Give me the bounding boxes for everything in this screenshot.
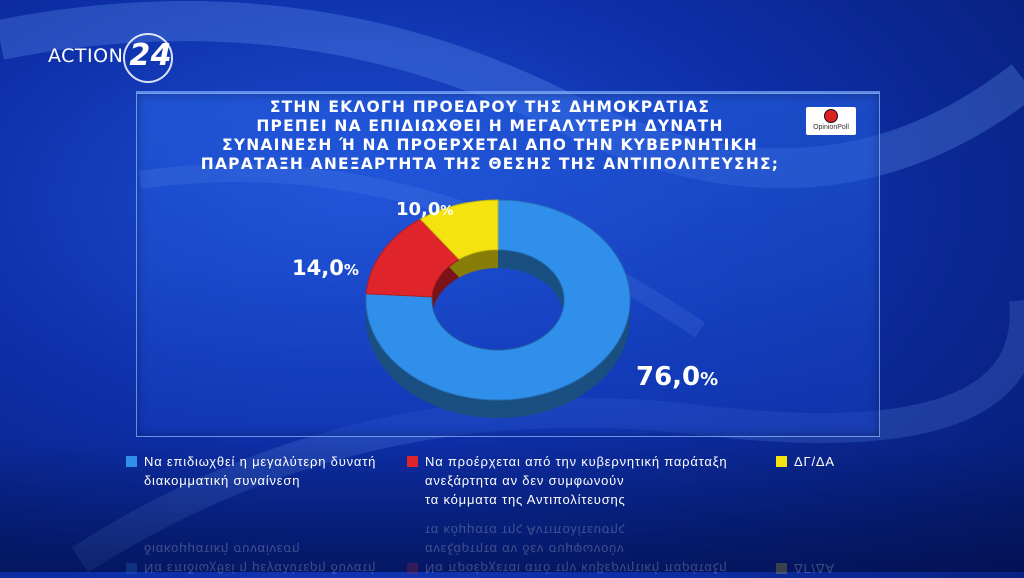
legend-swatch: [776, 456, 787, 467]
legend-swatch: [407, 456, 418, 467]
legend-label-line: ανεξάρτητα αν δεν συμφωνούν: [425, 473, 625, 488]
legend-label-line: ΔΓ/ΔΑ: [794, 454, 835, 469]
legend-item-government: Να προέρχεται από την κυβερνητική παράτα…: [407, 452, 727, 509]
opinion-poll-dot-icon: [824, 109, 838, 123]
title-line: ΣΥΝΑΙΝΕΣΗ Ή ΝΑ ΠΡΟΕΡΧΕΤΑΙ ΑΠΟ ΤΗΝ ΚΥΒΕΡΝ…: [222, 136, 758, 154]
title-line: ΣΤΗΝ ΕΚΛΟΓΗ ΠΡΟΕΔΡΟΥ ΤΗΣ ΔΗΜΟΚΡΑΤΙΑΣ: [269, 98, 711, 116]
channel-name: ACTION: [48, 44, 124, 67]
opinion-poll-name: OpinionPoll: [813, 124, 849, 131]
chart-title: ΣΤΗΝ ΕΚΛΟΓΗ ΠΡΟΕΔΡΟΥ ΤΗΣ ΔΗΜΟΚΡΑΤΙΑΣ ΠΡΕ…: [180, 98, 800, 174]
legend-item-dk-na: ΔΓ/ΔΑ: [776, 452, 835, 471]
opinion-poll-logo: OpinionPoll: [806, 107, 856, 135]
title-line: ΠΡΕΠΕΙ ΝΑ ΕΠΙΔΙΩΧΘΕΙ Η ΜΕΓΑΛΥΤΕΡΗ ΔΥΝΑΤΗ: [256, 117, 724, 135]
data-label: 10,0%: [396, 199, 453, 220]
donut-hole-edge: [431, 249, 565, 351]
channel-number: 24: [123, 33, 174, 83]
legend-label-line: τα κόμματα της Αντιπολίτευσης: [425, 492, 626, 507]
channel-logo: ACTION 24: [48, 33, 174, 83]
panel-top-border: [136, 91, 880, 94]
donut-slice: [365, 199, 631, 401]
donut-slice: [419, 199, 499, 261]
data-label: 76,0%: [636, 362, 718, 392]
legend-swatch: [126, 456, 137, 467]
title-line: ΠΑΡΑΤΑΞΗ ΑΝΕΞΑΡΤΗΤΑ ΤΗΣ ΘΕΣΗΣ ΤΗΣ ΑΝΤΙΠΟ…: [200, 155, 780, 173]
legend-label-line: Να επιδιωχθεί η μεγαλύτερη δυνατή: [144, 454, 377, 469]
legend-label-line: διακομματική συναίνεση: [144, 473, 301, 488]
floor-shade: [0, 440, 1024, 572]
legend-label-line: Να προέρχεται από την κυβερνητική παράτα…: [425, 454, 728, 469]
legend-item-consensus: Να επιδιωχθεί η μεγαλύτερη δυνατή διακομ…: [126, 452, 376, 490]
data-label: 14,0%: [292, 256, 359, 280]
logo-ring-icon: [123, 33, 174, 83]
